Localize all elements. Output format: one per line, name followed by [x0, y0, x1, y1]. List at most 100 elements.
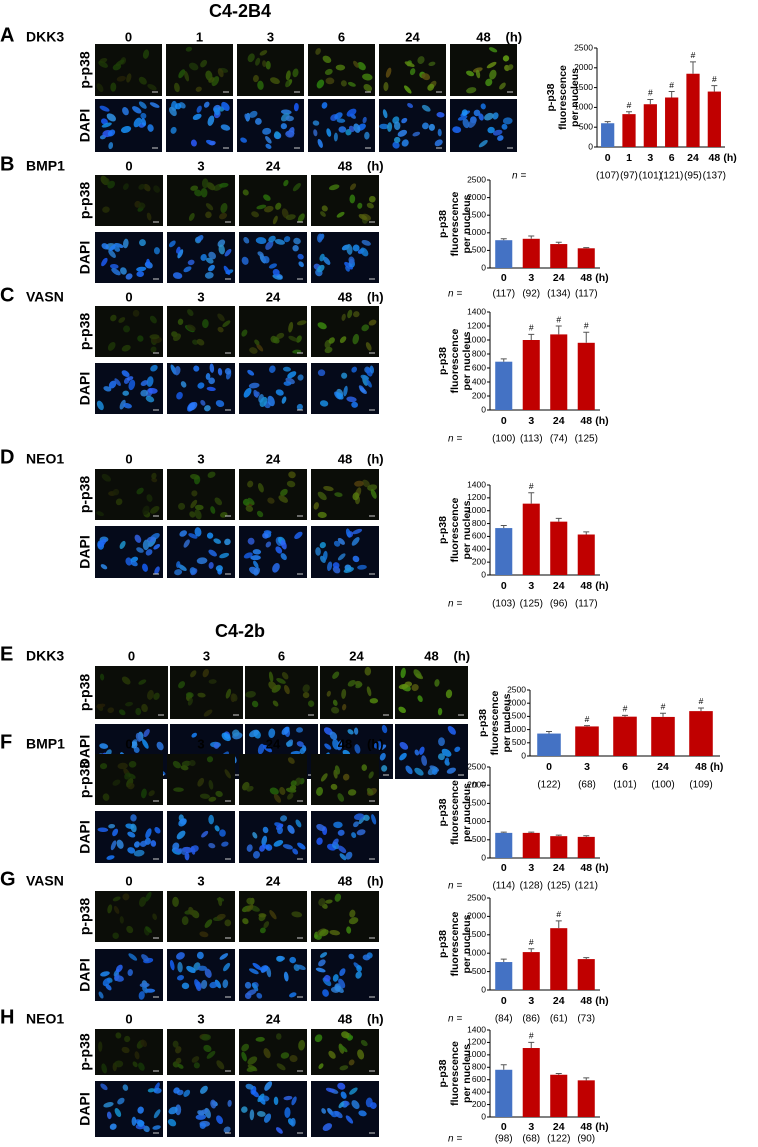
cell [243, 552, 253, 559]
y-tick-label: 600 [472, 1074, 486, 1084]
cell [328, 1050, 336, 1059]
time-label: 48 [338, 451, 352, 466]
cell [276, 332, 285, 339]
bar [550, 334, 568, 410]
cell [251, 700, 259, 708]
cell [393, 121, 401, 131]
y-axis-label: per nucleus [461, 331, 473, 390]
cell [242, 918, 249, 925]
cell [256, 343, 264, 352]
micrograph [237, 99, 304, 152]
cell [214, 497, 223, 506]
cell [335, 64, 346, 71]
cell [180, 381, 187, 388]
panel-letter: H [0, 1006, 14, 1028]
error-bar [528, 492, 535, 504]
micrograph-bg [237, 99, 304, 152]
error-bar [546, 730, 552, 734]
cell [175, 1057, 182, 1064]
cell [339, 853, 347, 861]
cell [96, 703, 106, 709]
y-tick-label: 1500 [467, 798, 486, 808]
cell [112, 896, 121, 902]
cell [292, 848, 299, 855]
cell [379, 752, 386, 761]
cell [130, 814, 137, 822]
micrograph [239, 175, 307, 226]
cell [122, 390, 130, 396]
time-label: 24 [266, 451, 281, 466]
cell [269, 365, 276, 373]
cell [485, 78, 493, 87]
cell [247, 369, 255, 376]
cell [174, 366, 181, 376]
cell [343, 385, 348, 397]
cell [441, 748, 452, 757]
cell [188, 401, 198, 411]
error-bar [500, 525, 507, 529]
cell [328, 184, 340, 191]
cell [216, 1115, 224, 1125]
cell [180, 765, 189, 771]
cell [196, 338, 205, 346]
gene-name: DKK3 [26, 648, 64, 664]
cell [134, 534, 142, 543]
bar [495, 962, 513, 990]
cell [320, 773, 328, 782]
significance: # [712, 74, 717, 84]
cell [336, 392, 344, 400]
cell [316, 264, 325, 273]
cell [145, 828, 152, 839]
cell [288, 335, 298, 342]
significance: # [661, 701, 666, 711]
cell [193, 365, 200, 372]
micrograph [320, 666, 393, 719]
cell [339, 336, 347, 344]
x-tick-label: 0 [501, 415, 507, 427]
cell [361, 324, 370, 332]
cell [118, 709, 126, 716]
cell [194, 509, 202, 520]
cell [100, 1083, 108, 1091]
micrograph [311, 811, 379, 863]
cell [101, 473, 112, 482]
error-bar [583, 331, 590, 343]
micrograph [170, 666, 243, 719]
cell [213, 107, 220, 116]
time-label: 0 [125, 158, 132, 173]
micrograph [95, 526, 163, 578]
error-bar [555, 1073, 562, 1075]
error-bar [500, 958, 507, 963]
cell [262, 60, 267, 67]
cell [263, 744, 273, 753]
cell [199, 1122, 207, 1129]
cell [351, 537, 360, 546]
cell [214, 979, 222, 989]
cell [337, 829, 345, 836]
cell [110, 263, 119, 269]
significance: # [585, 714, 590, 724]
cell [150, 840, 157, 847]
y-tick-label: 1200 [467, 1037, 486, 1047]
cell [201, 1034, 211, 1041]
y-tick-label: 2500 [574, 42, 593, 52]
time-label: 3 [197, 158, 204, 173]
cell [245, 690, 256, 698]
cell [438, 737, 445, 746]
cell [208, 264, 215, 272]
time-label: 3 [197, 451, 204, 466]
cell [352, 244, 360, 252]
cell [421, 73, 431, 81]
time-label: 3 [267, 29, 274, 44]
y-axis-label: fluorescence [557, 65, 569, 130]
cell [409, 68, 416, 76]
y-tick-label: 500 [472, 245, 486, 255]
micrograph [239, 949, 307, 1001]
cell [143, 1125, 150, 1133]
cell [275, 546, 283, 554]
cell [227, 1099, 232, 1107]
cell [199, 931, 209, 938]
cell [183, 266, 192, 273]
cell [347, 729, 354, 735]
x-tick-label: 48 [708, 152, 720, 164]
